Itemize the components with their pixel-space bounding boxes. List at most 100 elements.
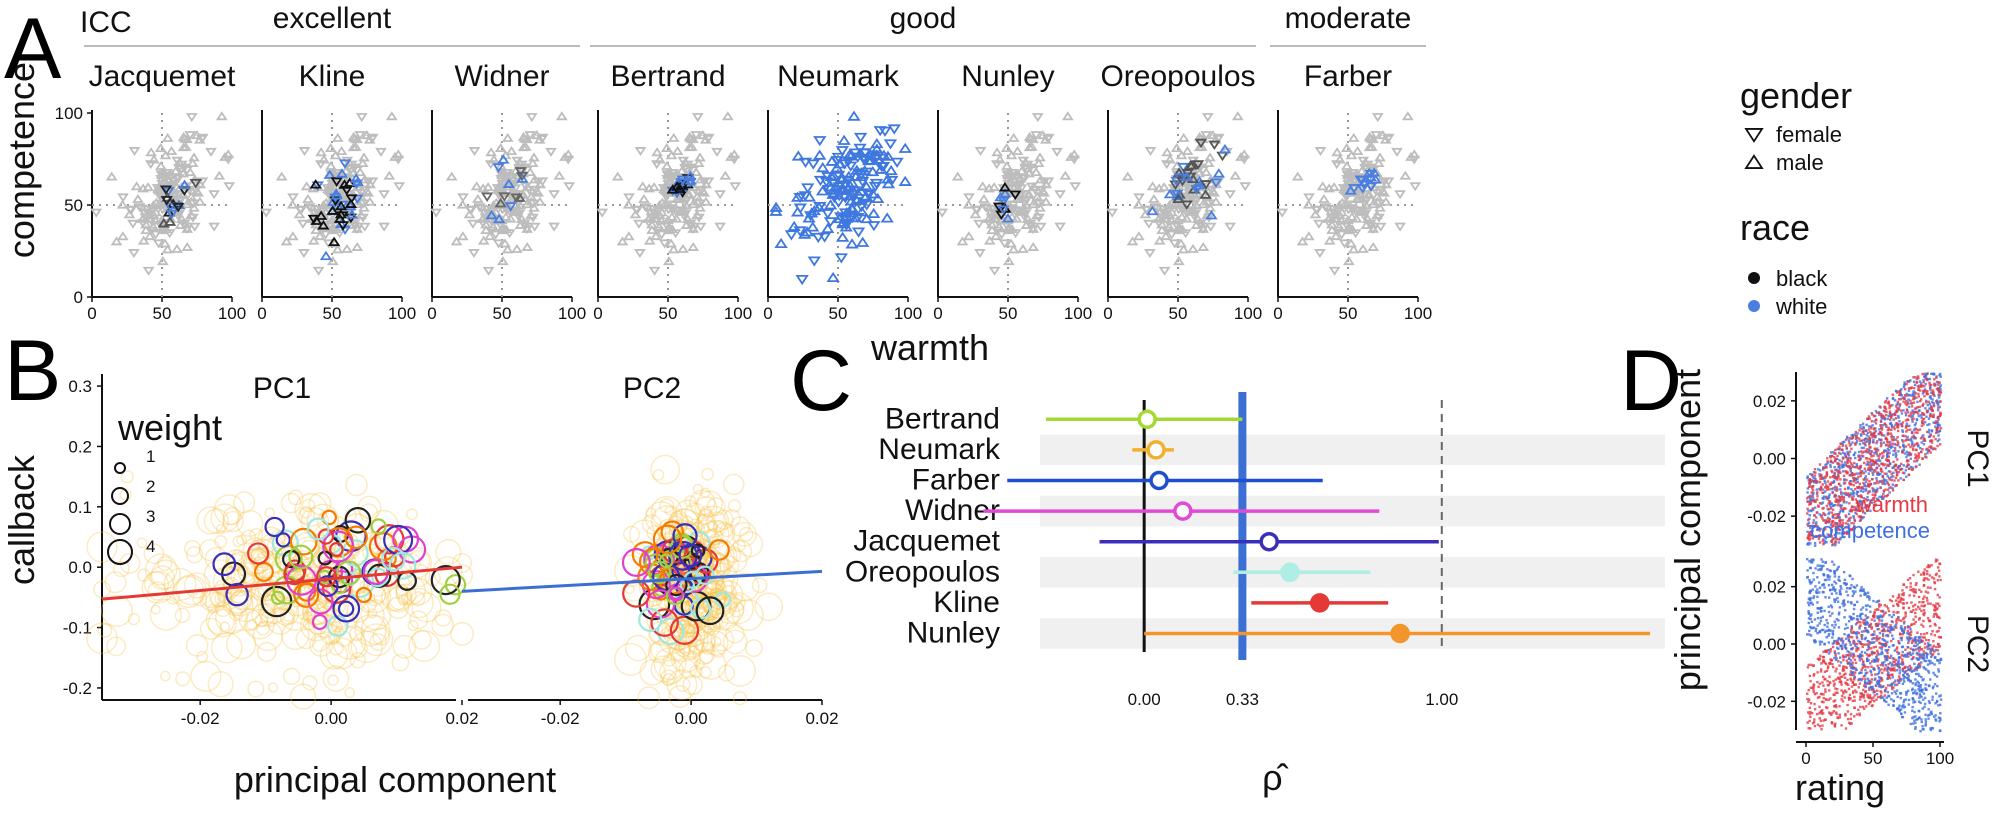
- x-tick-label: 0: [1273, 304, 1282, 323]
- x-tick-label: 0: [1801, 749, 1810, 768]
- data-point: [1927, 602, 1929, 604]
- background-point: [1003, 163, 1011, 169]
- background-point: [458, 201, 466, 207]
- data-point: [1824, 691, 1826, 693]
- x-tick-label: 100: [1064, 304, 1092, 323]
- data-point: [1905, 469, 1907, 471]
- data-point: [1924, 642, 1926, 644]
- data-point: [1920, 573, 1922, 575]
- data-point: [1935, 375, 1937, 377]
- background-point: [497, 145, 505, 151]
- data-point: [1939, 443, 1941, 445]
- data-point: [1901, 425, 1903, 427]
- data-point: [1859, 483, 1861, 485]
- data-point: [1885, 687, 1887, 689]
- x-tick-label: -0.02: [181, 709, 220, 728]
- data-point: [1890, 422, 1892, 424]
- data-point: [1907, 463, 1909, 465]
- highlight-point: [869, 222, 879, 230]
- data-point: [1811, 474, 1813, 476]
- data-point: [1837, 515, 1839, 517]
- data-point: [1868, 428, 1870, 430]
- background-point: [1145, 221, 1153, 227]
- estimate-point: [1312, 595, 1328, 611]
- data-point: [1825, 463, 1827, 465]
- background-point: [1411, 183, 1419, 189]
- data-point: [1908, 394, 1910, 396]
- data-point: [1898, 394, 1900, 396]
- data-point: [1895, 469, 1897, 471]
- background-point: [303, 676, 317, 690]
- data-point: [1885, 414, 1887, 416]
- data-point: [1814, 506, 1816, 508]
- data-point: [1849, 694, 1851, 696]
- highlight-point: [869, 210, 879, 218]
- highlight-point: [776, 240, 786, 248]
- panel-a-xlabel: warmth: [870, 327, 989, 368]
- data-point: [1837, 504, 1839, 506]
- background-point: [470, 148, 478, 154]
- data-point: [1851, 506, 1853, 508]
- data-point: [1922, 625, 1924, 627]
- data-point: [1841, 448, 1843, 450]
- data-point: [1929, 386, 1931, 388]
- data-point: [1886, 397, 1888, 399]
- data-point: [1918, 456, 1920, 458]
- background-point: [976, 250, 984, 256]
- data-point: [1854, 699, 1856, 701]
- data-point: [1911, 420, 1913, 422]
- data-point: [1922, 413, 1924, 415]
- data-point: [1926, 410, 1928, 412]
- background-point: [380, 224, 388, 230]
- background-point: [1304, 201, 1312, 207]
- data-point: [1847, 493, 1849, 495]
- data-point: [1824, 688, 1826, 690]
- background-point: [669, 135, 677, 141]
- background-point: [1404, 113, 1412, 119]
- highlight-point: [793, 152, 803, 160]
- data-point: [1908, 443, 1910, 445]
- data-point: [1933, 378, 1935, 380]
- data-point: [1870, 674, 1872, 676]
- data-point: [1868, 448, 1870, 450]
- background-point: [1173, 145, 1181, 151]
- data-point: [1838, 483, 1840, 485]
- data-point: [1856, 713, 1858, 715]
- facet-title: Kline: [299, 60, 366, 93]
- background-point: [523, 244, 531, 250]
- data-point: [1903, 602, 1905, 604]
- data-point: [1816, 511, 1818, 513]
- data-point: [1899, 403, 1901, 405]
- data-point: [1901, 394, 1903, 396]
- background-point: [1353, 148, 1361, 154]
- background-point: [173, 246, 181, 252]
- panel-b-xlabel: principal component: [234, 759, 556, 800]
- data-point: [1911, 432, 1913, 434]
- data-point: [1853, 715, 1855, 717]
- data-point: [1906, 602, 1908, 604]
- data-point: [1826, 457, 1828, 459]
- background-point: [1064, 113, 1072, 119]
- data-point: [1931, 406, 1933, 408]
- data-point: [1937, 409, 1939, 411]
- data-point: [1907, 402, 1909, 404]
- data-point: [1844, 453, 1846, 455]
- data-point: [1814, 544, 1816, 546]
- data-point: [1835, 498, 1837, 500]
- data-point: [1928, 565, 1930, 567]
- data-point: [1923, 595, 1925, 597]
- background-point: [218, 113, 226, 119]
- data-point: [1832, 543, 1834, 545]
- background-point: [1231, 172, 1239, 178]
- data-point: [1874, 673, 1876, 675]
- data-point: [1923, 633, 1925, 635]
- data-point: [1928, 418, 1930, 420]
- data-point: [1816, 480, 1818, 482]
- data-point: [1822, 661, 1824, 663]
- data-point: [1816, 498, 1818, 500]
- data-point: [1819, 717, 1821, 719]
- data-point: [1926, 390, 1928, 392]
- background-point: [191, 224, 199, 230]
- data-point: [1922, 434, 1924, 436]
- data-point: [1844, 461, 1846, 463]
